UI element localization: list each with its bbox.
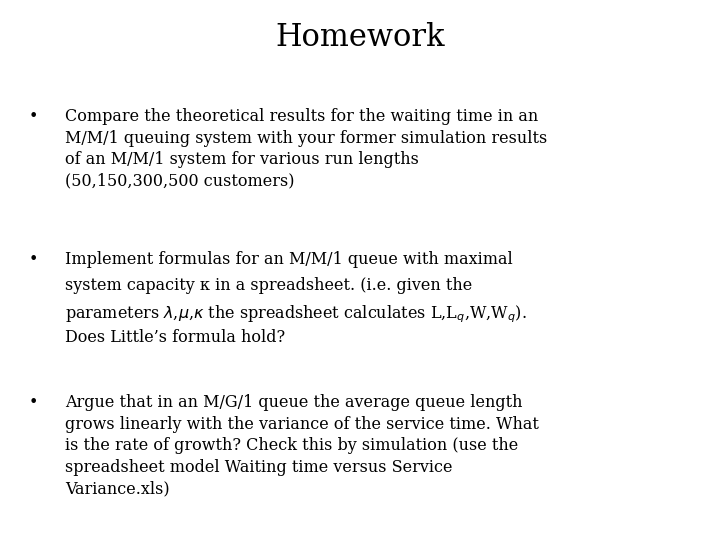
Text: parameters $\lambda$,$\mu$,$\kappa$ the spreadsheet calculates L,L$_q$,W,W$_q$).: parameters $\lambda$,$\mu$,$\kappa$ the … — [65, 303, 526, 325]
Text: Argue that in an M/G/1 queue the average queue length
grows linearly with the va: Argue that in an M/G/1 queue the average… — [65, 394, 539, 497]
Text: •: • — [29, 394, 38, 411]
Text: •: • — [29, 251, 38, 268]
Text: Does Little’s formula hold?: Does Little’s formula hold? — [65, 329, 285, 346]
Text: Homework: Homework — [275, 22, 445, 52]
Text: •: • — [29, 108, 38, 125]
Text: Compare the theoretical results for the waiting time in an
M/M/1 queuing system : Compare the theoretical results for the … — [65, 108, 547, 190]
Text: system capacity κ in a spreadsheet. (i.e. given the: system capacity κ in a spreadsheet. (i.e… — [65, 277, 472, 294]
Text: Implement formulas for an M/M/1 queue with maximal: Implement formulas for an M/M/1 queue wi… — [65, 251, 513, 268]
